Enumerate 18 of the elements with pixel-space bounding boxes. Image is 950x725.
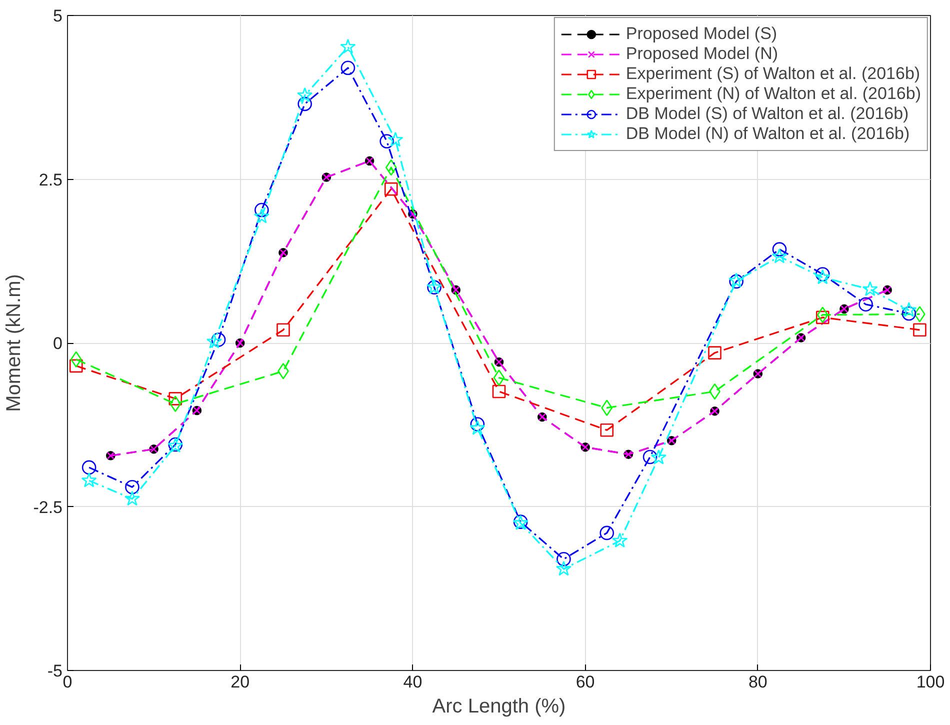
y-tick-label: -5 bbox=[47, 662, 63, 680]
y-tick-label: 5 bbox=[53, 6, 63, 26]
y-axis-title: Moment (kN.m) bbox=[3, 274, 26, 412]
y-tick-label: -2.5 bbox=[33, 498, 63, 517]
y-tick-label: 2.5 bbox=[38, 170, 63, 190]
legend-label: Experiment (S) of Walton et al. (2016b) bbox=[626, 64, 920, 84]
x-axis-title: Arc Length (%) bbox=[432, 696, 566, 718]
legend-label: DB Model (S) of Walton et al. (2016b) bbox=[626, 104, 909, 124]
x-tick-label: 60 bbox=[576, 672, 595, 692]
legend-label: Experiment (N) of Walton et al. (2016b) bbox=[626, 84, 921, 104]
legend-label: DB Model (N) of Walton et al. (2016b) bbox=[626, 124, 910, 144]
x-tick-label: 100 bbox=[916, 672, 945, 692]
x-tick-label: 40 bbox=[403, 672, 422, 692]
x-tick-label: 80 bbox=[748, 672, 768, 692]
x-tick-label: 20 bbox=[230, 672, 250, 692]
y-tick-label: 0 bbox=[53, 334, 63, 353]
legend-label: Proposed Model (N) bbox=[626, 44, 778, 64]
legend-label: Proposed Model (S) bbox=[626, 24, 778, 44]
